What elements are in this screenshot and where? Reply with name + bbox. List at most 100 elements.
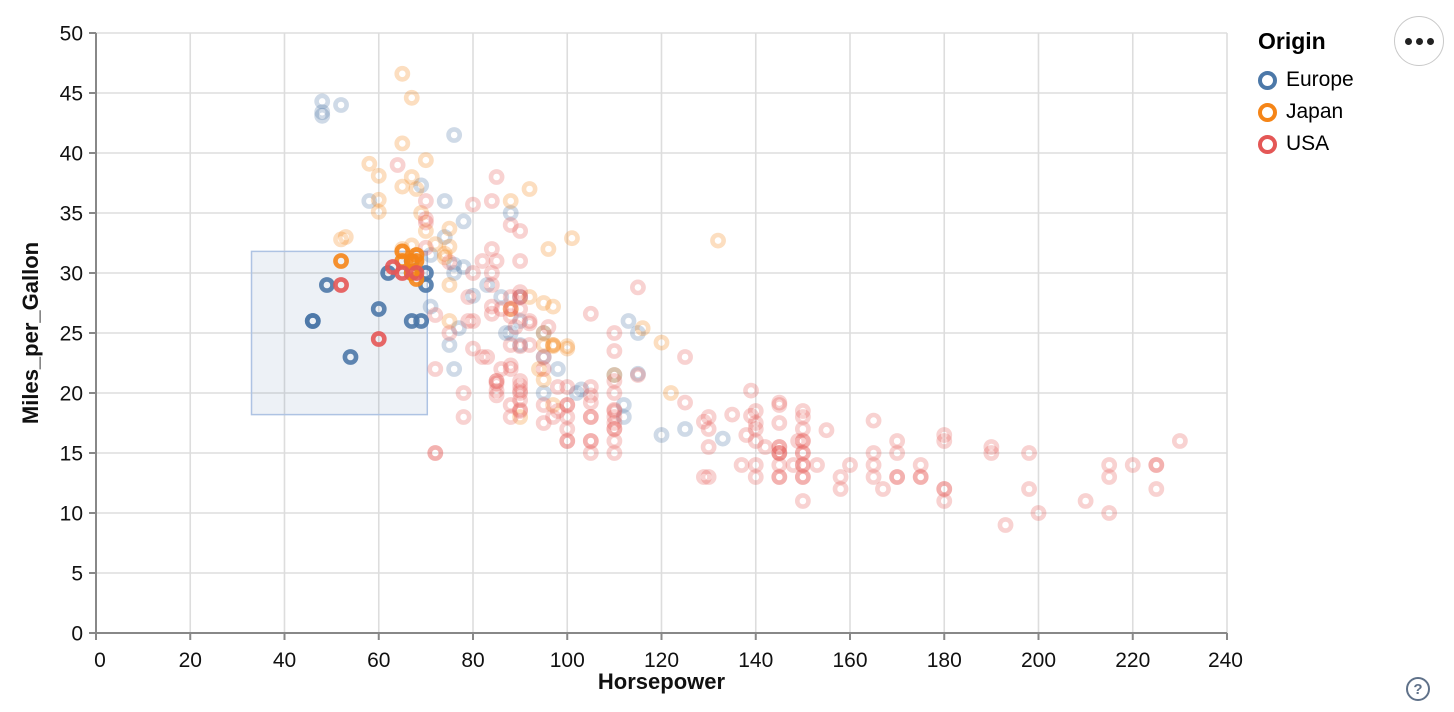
data-point: [606, 421, 623, 437]
data-point: [696, 469, 712, 485]
data-point: [342, 349, 359, 365]
data-point: [997, 517, 1014, 533]
data-point: [865, 412, 882, 429]
data-point: [441, 325, 458, 341]
data-point: [582, 394, 599, 411]
data-point: [582, 305, 599, 322]
data-point: [743, 382, 759, 399]
data-point: [512, 289, 529, 305]
data-point: [559, 433, 576, 449]
data-point: [700, 439, 717, 455]
data-point: [606, 403, 623, 419]
data-point: [559, 397, 576, 413]
data-point: [455, 385, 472, 401]
data-point: [606, 325, 623, 341]
data-point: [441, 238, 458, 255]
data-point: [465, 265, 481, 281]
x-tick-label: 180: [927, 649, 962, 672]
data-point: [535, 349, 552, 365]
data-point: [1030, 505, 1047, 521]
x-tick-label: 100: [550, 649, 585, 672]
x-tick-label: 40: [273, 649, 296, 672]
data-point: [314, 107, 331, 124]
data-point: [512, 373, 529, 389]
brush-selection[interactable]: [250, 250, 429, 416]
data-point: [582, 409, 599, 425]
data-point: [606, 367, 623, 383]
data-point: [535, 397, 552, 413]
x-tick-label: 80: [461, 649, 484, 672]
data-point: [512, 289, 529, 305]
data-point: [842, 457, 858, 473]
data-point: [370, 331, 387, 347]
data-point: [304, 313, 321, 329]
data-point: [394, 135, 411, 152]
data-point: [441, 277, 458, 293]
data-point: [549, 403, 566, 419]
legend-symbol-icon: [1258, 70, 1277, 90]
legend: Origin Europe Japan USA: [1258, 28, 1354, 160]
data-point: [714, 430, 731, 447]
data-point: [460, 313, 477, 329]
data-point: [441, 254, 458, 271]
data-point: [521, 337, 538, 353]
data-point: [559, 397, 576, 413]
data-point: [427, 307, 444, 323]
points-layer: [304, 65, 1188, 533]
data-point: [663, 385, 679, 401]
data-point: [333, 97, 349, 113]
data-point: [545, 337, 562, 353]
data-point: [794, 433, 811, 449]
data-point: [535, 371, 552, 388]
data-point: [493, 361, 510, 377]
x-tick-label: 140: [738, 649, 773, 672]
data-point: [333, 253, 349, 269]
data-point: [1101, 457, 1118, 473]
data-point: [794, 403, 811, 419]
data-point: [771, 394, 788, 411]
data-point: [771, 445, 788, 461]
data-point: [559, 409, 576, 425]
data-point: [865, 457, 882, 473]
data-point: [559, 340, 576, 357]
x-tick-label: 160: [832, 649, 867, 672]
data-point: [465, 340, 481, 357]
data-point: [333, 277, 349, 293]
data-point: [512, 409, 529, 425]
data-point: [427, 236, 444, 253]
legend-symbol-icon: [1258, 102, 1277, 122]
data-point: [747, 469, 764, 485]
data-point: [747, 421, 764, 437]
y-tick-label: 50: [60, 23, 83, 46]
data-point: [493, 289, 510, 305]
data-point: [441, 220, 458, 237]
data-point: [936, 493, 953, 509]
data-point: [790, 433, 807, 449]
data-point: [483, 265, 500, 281]
data-point: [465, 287, 481, 304]
question-icon: ?: [1413, 680, 1423, 698]
data-point: [545, 337, 562, 353]
help-button[interactable]: ?: [1406, 677, 1430, 701]
data-point: [465, 313, 481, 329]
x-axis-title: Horsepower: [598, 669, 726, 694]
x-tick-label: 240: [1208, 649, 1243, 672]
data-point: [832, 481, 849, 497]
data-point: [771, 445, 788, 461]
data-point: [483, 305, 500, 322]
chart-menu-button[interactable]: [1394, 16, 1444, 66]
data-point: [710, 232, 726, 249]
data-point: [582, 379, 599, 395]
data-point: [498, 325, 514, 341]
data-point: [747, 403, 764, 419]
data-point: [568, 385, 585, 401]
data-point: [606, 401, 623, 418]
data-point: [875, 481, 891, 497]
data-point: [889, 469, 906, 485]
data-point: [794, 457, 811, 473]
data-point: [1148, 481, 1165, 497]
data-point: [493, 301, 510, 317]
data-point: [634, 320, 651, 337]
